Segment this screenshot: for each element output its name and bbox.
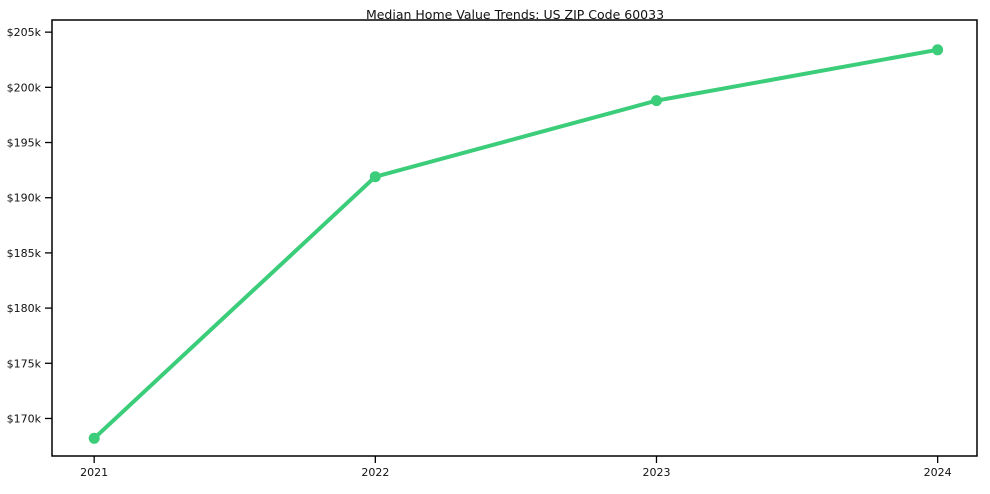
trend-line — [92, 47, 940, 441]
y-tick-label: $185k — [7, 247, 42, 260]
y-axis: $170k $175k $180k $185k $190k $195k $200k $205k — [7, 26, 52, 425]
y-tick-label: $180k — [7, 302, 42, 315]
data-point-marker — [369, 171, 381, 183]
data-point-marker — [88, 432, 100, 444]
y-tick-label: $175k — [7, 357, 42, 370]
x-tick-label: 2024 — [924, 466, 952, 479]
x-tick-label: 2022 — [361, 466, 389, 479]
plot-border — [51, 19, 978, 457]
x-tick-label: 2023 — [642, 466, 670, 479]
y-tick-label: $205k — [7, 26, 42, 39]
series-group — [88, 44, 944, 444]
x-tick-label: 2021 — [80, 466, 108, 479]
data-point-marker — [651, 95, 662, 107]
y-tick-label: $195k — [7, 137, 42, 150]
data-point-marker — [932, 44, 944, 56]
y-tick-label: $200k — [7, 81, 42, 94]
y-tick-label: $170k — [7, 412, 42, 425]
y-tick-label: $190k — [7, 192, 42, 205]
x-axis: 2021 2022 2023 2024 — [80, 456, 952, 479]
chart-title: Median Home Value Trends: US ZIP Code 60… — [366, 7, 664, 22]
